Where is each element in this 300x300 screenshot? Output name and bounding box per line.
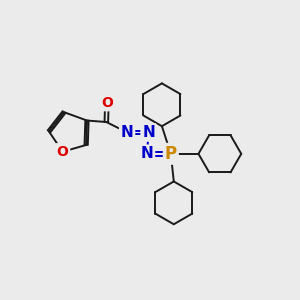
Text: N: N: [121, 125, 134, 140]
Text: O: O: [101, 96, 113, 110]
Text: N: N: [141, 146, 153, 161]
Text: P: P: [165, 145, 177, 163]
Text: N: N: [142, 125, 155, 140]
Text: O: O: [57, 145, 69, 159]
